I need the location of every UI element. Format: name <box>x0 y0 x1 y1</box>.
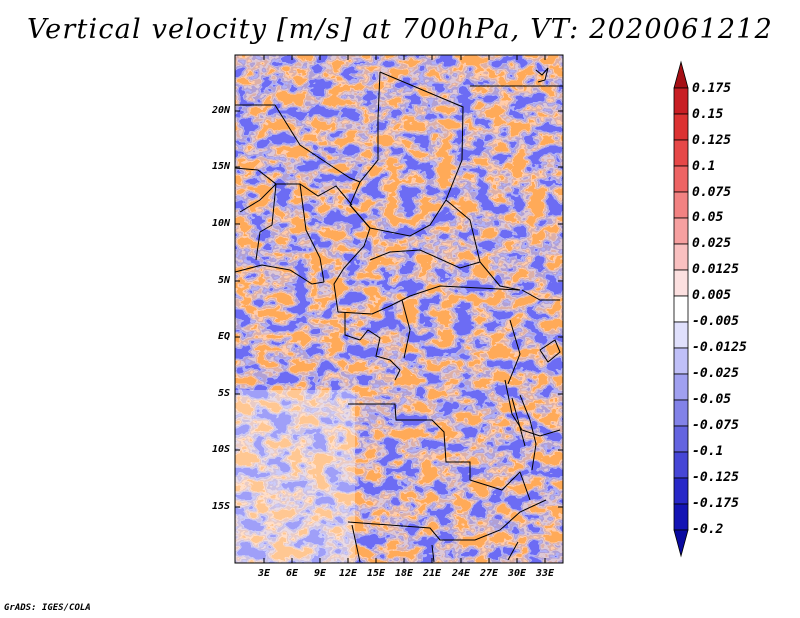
country-borders <box>235 67 563 563</box>
colorbar-label: -0.05 <box>692 392 732 407</box>
colorbar-segment <box>673 269 689 297</box>
colorbar-segment <box>673 295 689 323</box>
colorbar-label: 0.125 <box>692 133 732 148</box>
lon-label: 12E <box>338 568 358 579</box>
colorbar-segment <box>673 373 689 401</box>
colorbar-segment <box>673 399 689 427</box>
lon-label: 15E <box>366 568 386 579</box>
colorbar-segment <box>673 191 689 219</box>
colorbar-segment <box>673 321 689 349</box>
colorbar-segment <box>673 113 689 141</box>
lat-label: 10S <box>211 444 230 455</box>
colorbar-label: -0.125 <box>692 470 739 485</box>
colorbar-label: 0.025 <box>692 236 732 251</box>
lon-label: 33E <box>535 568 555 579</box>
lon-label: 6E <box>285 568 299 579</box>
colorbar-segment <box>673 87 689 115</box>
lat-label: 20N <box>211 105 230 116</box>
lat-label: 15S <box>211 501 230 512</box>
lon-label: 24E <box>451 568 471 579</box>
lon-label: 21E <box>422 568 442 579</box>
footer-credit: GrADS: IGES/COLA <box>4 603 91 613</box>
lat-label: 15N <box>211 161 230 172</box>
colorbar-segment <box>673 139 689 167</box>
lat-label: 5S <box>217 388 230 399</box>
lon-label: 30E <box>507 568 527 579</box>
colorbar-label: -0.025 <box>692 366 739 381</box>
colorbar-label: 0.05 <box>692 210 724 225</box>
lat-label: EQ <box>217 331 230 342</box>
colorbar-label: -0.005 <box>692 314 739 329</box>
colorbar <box>673 60 689 558</box>
colorbar-segment <box>673 165 689 193</box>
colorbar-label: 0.175 <box>692 81 732 96</box>
lon-label: 18E <box>394 568 414 579</box>
map-title: Vertical velocity [m/s] at 700hPa, VT: 2… <box>26 14 774 45</box>
ocean-smooth-overlay <box>235 390 355 563</box>
lon-label: 9E <box>313 568 327 579</box>
velocity-field <box>235 55 563 563</box>
colorbar-top-arrow <box>673 60 689 89</box>
colorbar-segment <box>673 243 689 271</box>
colorbar-segment <box>673 347 689 375</box>
colorbar-bottom-arrow <box>673 529 689 558</box>
lat-label: 10N <box>211 218 230 229</box>
colorbar-segment <box>673 451 689 479</box>
colorbar-label: 0.15 <box>692 107 724 122</box>
lon-label: 3E <box>257 568 271 579</box>
axis-ticks <box>235 55 563 563</box>
colorbar-label: -0.2 <box>692 522 724 537</box>
colorbar-segment <box>673 503 689 531</box>
lat-label: 5N <box>217 275 230 286</box>
colorbar-segment <box>673 477 689 505</box>
map-frame <box>234 54 564 564</box>
colorbar-segment <box>673 425 689 453</box>
colorbar-label: -0.0125 <box>692 340 747 355</box>
colorbar-segment <box>673 217 689 245</box>
colorbar-label: -0.175 <box>692 496 739 511</box>
colorbar-label: 0.075 <box>692 185 732 200</box>
colorbar-label: -0.1 <box>692 444 724 459</box>
colorbar-label: -0.075 <box>692 418 739 433</box>
lon-label: 27E <box>479 568 499 579</box>
colorbar-label: 0.1 <box>692 159 716 174</box>
colorbar-label: 0.005 <box>692 288 732 303</box>
colorbar-label: 0.0125 <box>692 262 739 277</box>
